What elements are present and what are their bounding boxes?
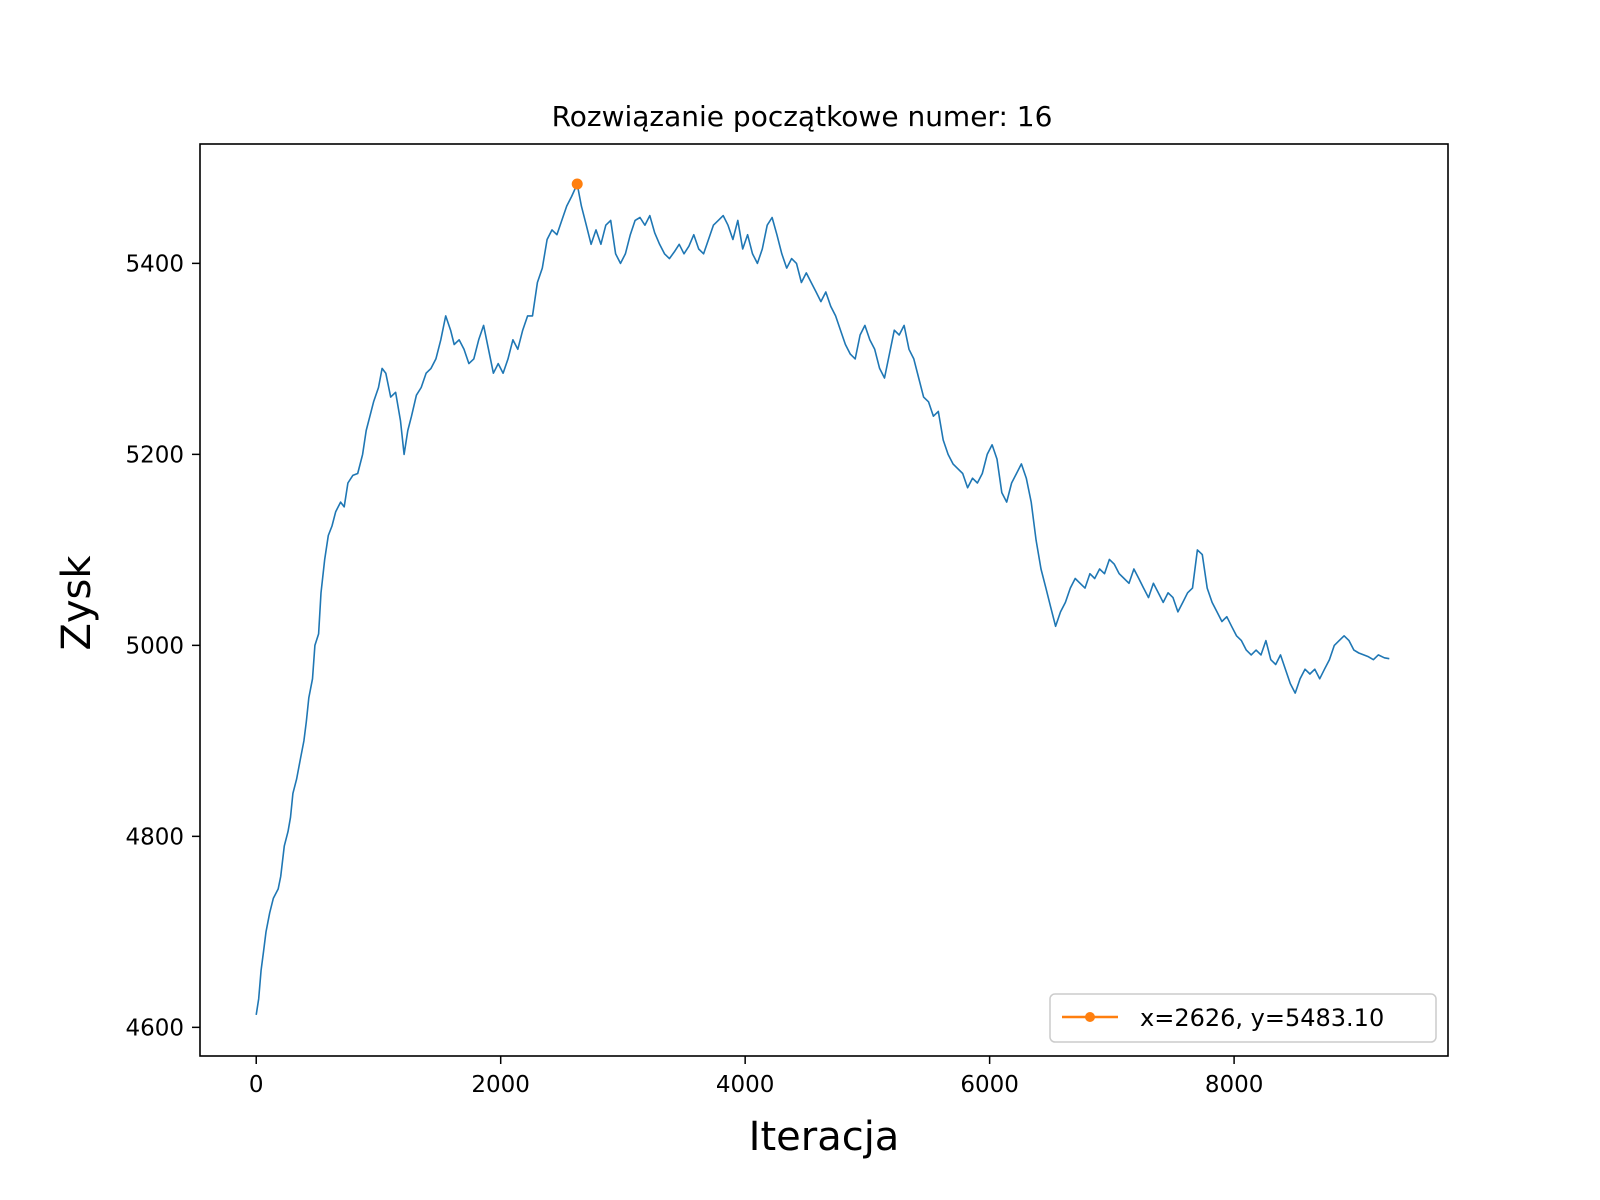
legend: x=2626, y=5483.10	[1049, 993, 1437, 1043]
plot-area	[255, 178, 1390, 1016]
legend-entry-label: x=2626, y=5483.10	[1140, 1004, 1384, 1032]
max-point-marker	[571, 178, 583, 190]
y-axis: 4600 4800 5000 5200 5400	[125, 251, 200, 1041]
axes-frame	[199, 143, 1449, 1057]
y-tick-label: 4800	[125, 824, 184, 850]
y-tick-label: 5000	[125, 633, 184, 659]
y-tick-label: 4600	[125, 1015, 184, 1041]
x-axis-title: Iteracja	[749, 1114, 900, 1160]
legend-dot-marker	[1085, 1012, 1095, 1022]
x-tick-label: 8000	[1205, 1072, 1264, 1098]
y-axis-title: Zysk	[54, 555, 100, 651]
y-tick-label: 5200	[125, 442, 184, 468]
x-tick-label: 6000	[960, 1072, 1019, 1098]
x-tick-label: 2000	[471, 1072, 530, 1098]
y-tick-label: 5400	[125, 251, 184, 277]
chart-title: Rozwiązanie początkowe numer: 16	[552, 100, 1053, 133]
x-tick-label: 0	[249, 1072, 264, 1098]
legend-box	[1049, 993, 1437, 1043]
x-tick-label: 4000	[716, 1072, 775, 1098]
x-axis: 0 2000 4000 6000 8000	[249, 1056, 1263, 1098]
series-line	[255, 183, 1390, 1016]
